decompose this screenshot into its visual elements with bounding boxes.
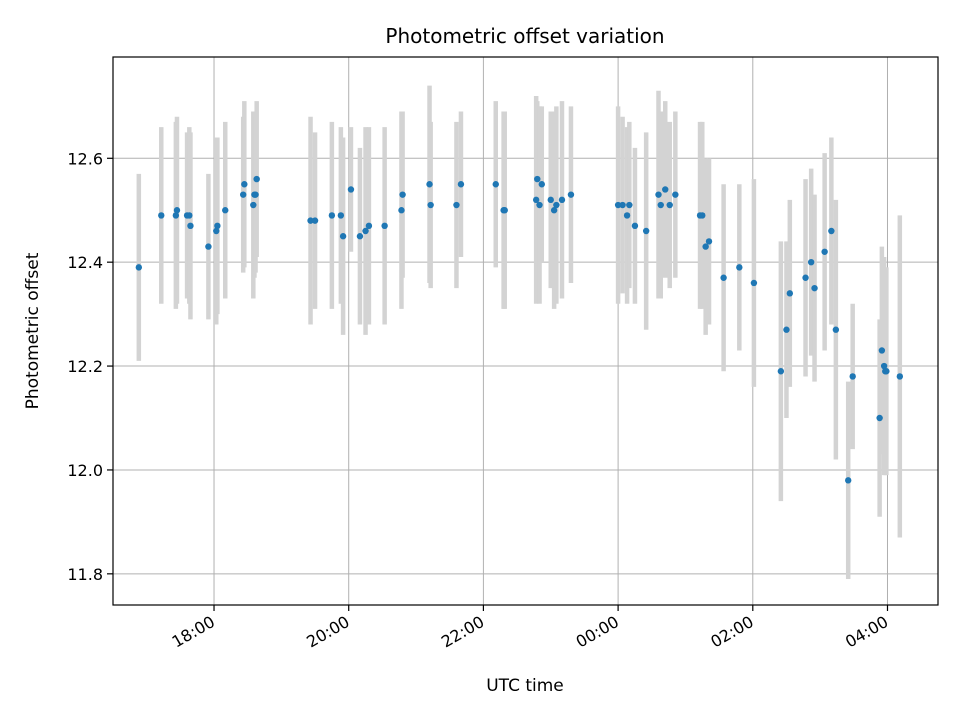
data-point [631,222,639,230]
data-point [736,264,743,271]
data-point [534,175,541,183]
data-point [550,207,558,214]
data-point [347,186,355,193]
data-point [135,264,143,271]
y-tick-label: 12.6 [67,149,103,168]
data-point [186,212,193,219]
data-point [547,196,554,204]
data-point [381,222,388,230]
data-point [567,191,575,198]
data-point [655,191,662,198]
data-point [427,201,434,209]
data-point [241,181,248,188]
data-point [845,477,852,484]
data-point [398,207,405,214]
data-point [832,326,840,333]
data-point [786,290,794,297]
data-point [878,347,886,354]
data-point [205,243,212,250]
data-point [457,181,465,188]
data-point [883,368,890,375]
data-point [337,212,345,219]
data-point [657,201,664,209]
y-tick-label: 12.0 [67,461,103,480]
y-axis-label: Photometric offset [23,252,43,409]
data-point [553,201,560,209]
data-point [623,212,631,219]
data-point [214,222,221,230]
data-point [538,181,545,188]
data-point [339,233,347,240]
data-point [172,212,180,219]
data-point [311,217,319,224]
data-point [662,186,669,193]
data-point [642,227,650,235]
y-axis-ticks: 11.8 12.0 12.2 12.4 12.6 [67,149,113,584]
data-point [252,191,259,198]
data-point [702,243,709,250]
data-point [750,279,758,287]
data-point [173,207,181,214]
chart-title: Photometric offset variation [385,24,664,48]
data-point [705,238,713,245]
data-point [558,196,566,204]
data-point [187,222,194,230]
data-point [213,227,220,235]
data-point [666,201,673,209]
data-point [356,233,364,240]
data-point [536,201,543,209]
y-tick-label: 12.4 [67,253,103,272]
data-point [720,274,727,281]
data-point [492,181,499,188]
data-point [328,212,336,219]
data-point [399,191,406,198]
data-point [365,222,373,230]
data-point [699,212,706,219]
y-tick-label: 12.2 [67,357,103,376]
data-point [240,191,247,198]
data-point [250,201,257,209]
data-point [777,368,785,375]
data-point [849,373,856,380]
data-point [426,181,433,188]
data-point [807,258,815,266]
data-point [307,217,314,224]
y-tick-label: 11.8 [67,565,103,584]
data-point [626,201,633,209]
data-point [828,227,835,235]
data-point [619,201,626,209]
grid [113,57,938,605]
data-point [362,227,369,235]
data-point [811,284,818,292]
data-points [135,175,904,484]
x-axis-label: UTC time [486,676,564,696]
plot-frame [112,56,939,606]
data-point [501,207,508,214]
data-point [158,212,165,219]
data-point [453,201,460,209]
data-point [672,191,679,198]
data-point [222,207,229,214]
data-point [821,248,828,255]
data-point [614,201,622,209]
data-point [532,196,540,204]
data-point [876,414,883,422]
data-point [896,373,904,380]
data-point [783,326,790,333]
data-point [253,175,260,183]
data-point [880,362,888,370]
data-point [802,274,809,281]
